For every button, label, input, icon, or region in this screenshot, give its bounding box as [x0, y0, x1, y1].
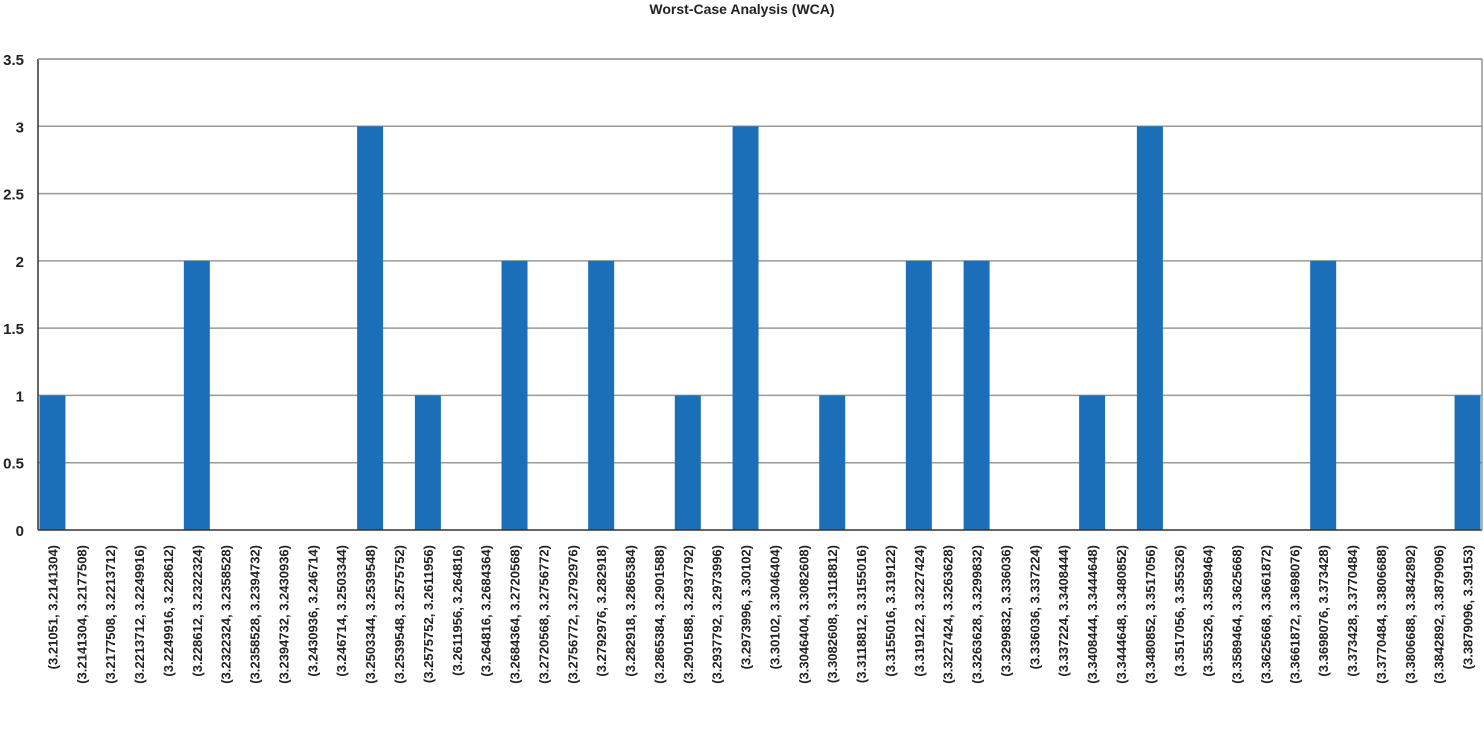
x-tick-label: (3.3625668, 3.3661872) — [1258, 545, 1273, 684]
x-tick-label: (3.355326, 3.3589464) — [1201, 545, 1216, 677]
y-tick-label: 3 — [16, 119, 24, 136]
y-tick-label: 3.5 — [3, 52, 24, 69]
bar — [732, 126, 759, 531]
bar — [501, 260, 528, 530]
y-tick-label: 2 — [16, 254, 24, 271]
x-tick-label: (3.3661872, 3.3698076) — [1287, 545, 1302, 684]
x-tick-label: (3.3589464, 3.3625668) — [1230, 545, 1245, 684]
x-tick-label: (3.3118812, 3.3155016) — [854, 545, 869, 683]
x-tick-label: (3.21051, 3.2141304) — [45, 545, 60, 669]
x-tick-label: (3.2141304, 3.2177508) — [74, 545, 89, 684]
x-tick-label: (3.264816, 3.2684364) — [479, 545, 494, 677]
y-tick-labels: 0 0.5 1 1.5 2 2.5 3 3.5 — [3, 52, 24, 540]
x-tick-label: (3.3082608, 3.3118812) — [825, 545, 840, 683]
y-tick-label: 1 — [16, 388, 24, 405]
x-tick-label: (3.3480852, 3.3517056) — [1143, 545, 1158, 684]
x-tick-label: (3.2575752, 3.2611956) — [421, 545, 436, 683]
x-tick-label: (3.2756772, 3.2792976) — [565, 545, 580, 684]
x-tick-label: (3.3299832, 3.336036) — [998, 545, 1013, 677]
x-tick-label: (3.3227424, 3.3263628) — [941, 545, 956, 684]
y-tick-label: 1.5 — [3, 321, 24, 338]
bar — [357, 126, 384, 531]
x-tick-label: (3.373428, 3.3770484) — [1345, 545, 1360, 677]
x-tick-label: (3.2901588, 3.2937792) — [681, 545, 696, 684]
x-tick-label: (3.3806688, 3.3842892) — [1403, 545, 1418, 684]
x-tick-label: (3.3517056, 3.355326) — [1172, 545, 1187, 677]
x-tick-label: (3.2322324, 3.2358528) — [219, 545, 234, 684]
x-tick-label: (3.3770484, 3.3806688) — [1374, 545, 1389, 684]
x-tick-label: (3.2177508, 3.2213712) — [103, 545, 118, 684]
y-tick-label: 2.5 — [3, 187, 24, 204]
x-tick-label: (3.2937792, 3.2973996) — [710, 545, 725, 684]
bar — [905, 260, 932, 530]
x-tick-label: (3.3444648, 3.3480852) — [1114, 545, 1129, 684]
x-tick-label: (3.2973996, 3.30102) — [739, 545, 754, 669]
x-tick-label: (3.30102, 3.3046404) — [767, 545, 782, 669]
bar — [588, 260, 615, 530]
x-tick-label: (3.282918, 3.2865384) — [623, 545, 638, 677]
x-tick-label: (3.3879096, 3.39153) — [1461, 545, 1476, 669]
x-tick-label: (3.2720568, 3.2756772) — [536, 545, 551, 684]
x-tick-label: (3.3046404, 3.3082608) — [796, 545, 811, 684]
x-tick-label: (3.2792976, 3.282918) — [594, 545, 609, 677]
x-tick-label: (3.2539548, 3.2575752) — [392, 545, 407, 684]
bars — [39, 126, 1481, 531]
x-tick-label: (3.2611956, 3.264816) — [450, 545, 465, 676]
x-tick-label: (3.228612, 3.2322324) — [190, 545, 205, 677]
x-tick-label: (3.3408444, 3.3444648) — [1085, 545, 1100, 684]
bar — [1454, 395, 1481, 530]
x-tick-label: (3.3842892, 3.3879096) — [1432, 545, 1447, 684]
x-tick-label: (3.2394732, 3.2430936) — [276, 545, 291, 684]
x-tick-label: (3.2213712, 3.2249916) — [132, 545, 147, 684]
y-tick-label: 0.5 — [3, 456, 24, 473]
x-tick-label: (3.2430936, 3.246714) — [305, 545, 320, 677]
x-tick-label: (3.246714, 3.2503344) — [334, 545, 349, 677]
bar — [39, 395, 66, 530]
bar — [963, 260, 990, 530]
bar — [183, 260, 210, 530]
bar — [1079, 395, 1106, 530]
x-tick-label: (3.3698076, 3.373428) — [1316, 545, 1331, 677]
x-tick-label: (3.319122, 3.3227424) — [912, 545, 927, 677]
bar — [819, 395, 846, 530]
x-tick-label: (3.3263628, 3.3299832) — [970, 545, 985, 684]
x-tick-label: (3.337224, 3.3408444) — [1056, 545, 1071, 677]
bar — [674, 395, 701, 530]
x-tick-label: (3.2503344, 3.2539548) — [363, 545, 378, 684]
bar — [1136, 126, 1163, 531]
x-tick-labels: (3.21051, 3.2141304) (3.2141304, 3.217750… — [45, 545, 1475, 684]
x-tick-label: (3.2865384, 3.2901588) — [652, 545, 667, 684]
x-tick-label: (3.2684364, 3.2720568) — [508, 545, 523, 684]
x-tick-label: (3.336036, 3.337224) — [1027, 545, 1042, 669]
gridlines — [38, 58, 1482, 464]
x-tick-label: (3.3155016, 3.319122) — [883, 545, 898, 677]
bar — [414, 395, 441, 530]
y-tick-label: 0 — [16, 523, 24, 540]
axes — [37, 58, 1483, 531]
x-tick-label: (3.2358528, 3.2394732) — [248, 545, 263, 684]
chart-title: Worst-Case Analysis (WCA) — [649, 1, 835, 17]
x-tick-label: (3.2249916, 3.228612) — [161, 545, 176, 677]
bar — [1310, 260, 1337, 530]
